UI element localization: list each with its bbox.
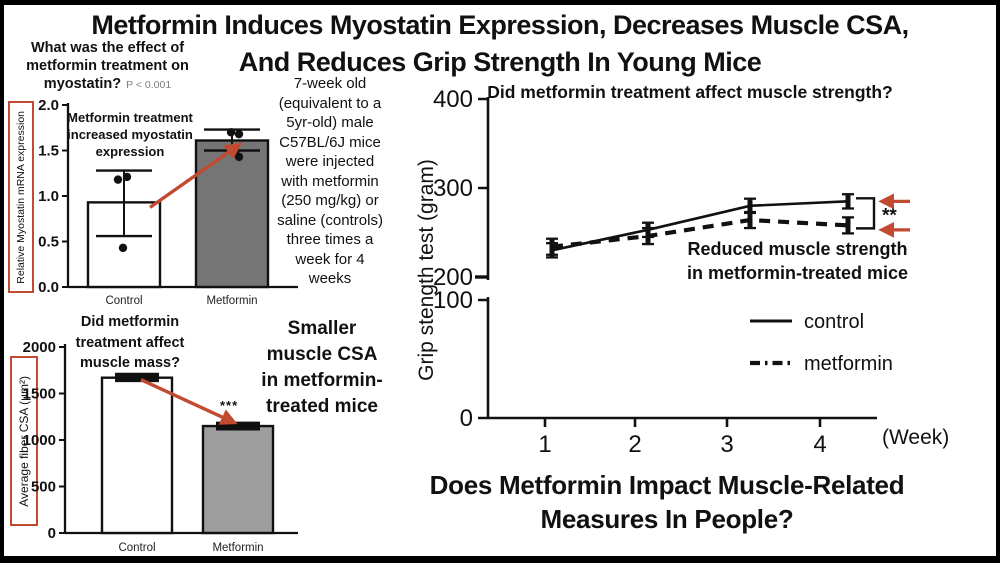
y-tick-label: 0.0 xyxy=(38,279,59,296)
y-tick-label: 0.5 xyxy=(38,234,59,251)
data-point xyxy=(122,172,132,182)
csa-question: Did metformin treatment affect muscle ma… xyxy=(75,314,185,371)
line-metformin xyxy=(551,217,849,249)
methods-text: 7-week old (equivalent to a 5yr-old) mal… xyxy=(277,75,383,287)
marker-metformin xyxy=(549,238,555,255)
marker-control xyxy=(845,193,851,210)
myostatin-bar-chart: 0.0 0.5 1.0 1.5 2.0 Control Metformin xyxy=(38,97,298,307)
legend-label-metformin: metformin xyxy=(804,353,893,375)
csa-significance-stars: *** xyxy=(220,398,239,413)
grip-question: Did metformin treatment affect muscle st… xyxy=(487,82,893,102)
marker-metformin xyxy=(845,217,851,234)
x-tick-label: 2 xyxy=(628,431,641,458)
trend-arrow xyxy=(149,142,243,209)
y-tick-label: 2.0 xyxy=(38,97,59,114)
y-tick-label: 500 xyxy=(31,479,56,496)
y-tick-label: 300 xyxy=(433,175,473,202)
significance-stars: ** xyxy=(882,205,897,226)
category-label: Control xyxy=(105,295,142,307)
data-point xyxy=(118,243,128,253)
marker-control xyxy=(747,197,753,214)
x-tick-label: 1 xyxy=(538,431,551,458)
y-tick-label: 0 xyxy=(460,405,473,432)
y-tick-label: 200 xyxy=(433,264,473,291)
myostatin-question-text: What was the effect of metformin treatme… xyxy=(26,40,189,92)
csa-bar-chart: 0 500 1000 1500 2000 Control Metformin xyxy=(23,340,298,554)
main-title: Metformin Induces Myostatin Expression, … xyxy=(10,7,990,81)
y-tick-label: 0 xyxy=(48,525,56,542)
y-tick-label: 1.0 xyxy=(38,188,59,205)
y-tick-label: 2000 xyxy=(23,340,56,356)
significance-bracket xyxy=(856,197,876,230)
category-label: Metformin xyxy=(212,542,263,554)
myostatin-p-value: P < 0.001 xyxy=(126,79,172,91)
myostatin-ylabel-box: Relative Myostatin mRNA expression xyxy=(8,101,34,293)
grip-xlabel: (Week) xyxy=(882,426,950,449)
data-point xyxy=(226,128,236,137)
legend-label-control: control xyxy=(804,311,864,333)
bar-control xyxy=(100,376,174,535)
y-tick-label: 400 xyxy=(433,86,473,113)
y-tick-label: 100 xyxy=(433,287,473,314)
csa-ylabel-box: Average fiber CSA (µm²) xyxy=(10,356,38,526)
grip-annotation: Reduced muscle strength in metformin-tre… xyxy=(686,239,909,283)
bar-metformin xyxy=(201,424,275,535)
y-tick-label: 1.5 xyxy=(38,143,59,160)
y-tick-label: 1000 xyxy=(23,432,56,449)
data-point xyxy=(113,175,123,184)
data-point xyxy=(234,129,244,139)
bottom-question: Does Metformin Impact Muscle-Related Mea… xyxy=(429,470,905,534)
y-tick-label: 1500 xyxy=(23,386,56,403)
x-tick-label: 4 xyxy=(813,431,826,458)
category-label: Metformin xyxy=(206,295,257,307)
grip-line-chart: 200 300 400 0 100 1 2 3 4 ** control metformin xyxy=(433,86,910,458)
x-tick-label: 3 xyxy=(720,431,733,458)
marker-metformin xyxy=(645,228,651,245)
trend-arrow xyxy=(140,378,238,425)
main-title-line2: And Reduces Grip Strength In Young Mice xyxy=(238,47,762,77)
myostatin-question: What was the effect of metformin treatme… xyxy=(5,39,210,94)
csa-conclusion-text: Smaller muscle CSA in metformin- treated… xyxy=(261,318,383,417)
marker-metformin xyxy=(747,212,753,229)
category-label: Control xyxy=(118,542,155,554)
main-title-line1: Metformin Induces Myostatin Expression, … xyxy=(91,10,909,40)
myostatin-annotation: Metformin treatment increased myostatin … xyxy=(67,110,193,159)
